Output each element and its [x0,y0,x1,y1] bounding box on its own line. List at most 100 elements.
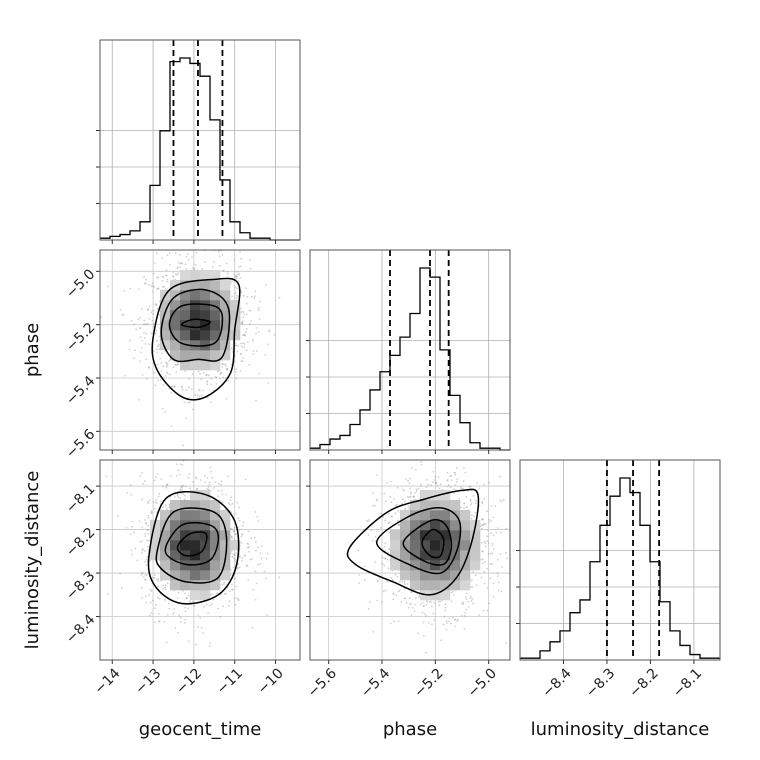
scatter-point [450,474,453,477]
density-cell [190,310,201,321]
scatter-point [470,517,473,520]
scatter-point [152,313,155,315]
scatter-point [471,598,474,600]
scatter-point [404,597,406,600]
scatter-point [212,487,215,489]
scatter-point [150,332,153,335]
scatter-point [241,310,243,313]
scatter-point [107,285,109,288]
density-cell [410,560,421,571]
scatter-point [155,348,158,350]
scatter-point [152,576,154,579]
scatter-point [197,626,200,628]
scatter-point [464,614,466,617]
scatter-point [185,241,187,243]
scatter-point [250,557,253,560]
scatter-point [195,643,198,646]
scatter-point [483,483,485,486]
density-cell [180,500,191,511]
scatter-point [212,598,215,601]
scatter-point [185,256,188,258]
scatter-point [480,541,483,544]
scatter-point [162,587,165,590]
scatter-point [476,482,479,484]
density-cell [210,580,221,591]
scatter-point [157,345,160,348]
density-cell [180,580,191,591]
scatter-point [252,588,255,591]
scatter-point [250,320,253,322]
density-cell [460,580,471,591]
scatter-point [500,590,503,593]
scatter-point [391,579,394,581]
scatter-point [235,552,238,554]
scatter-point [180,485,183,488]
density-cell [450,570,461,581]
scatter-point [227,502,230,505]
scatter-point [412,496,415,498]
scatter-point [221,584,224,586]
density-cell [200,270,211,281]
scatter-point [435,482,437,485]
scatter-point [243,554,246,556]
scatter-point [166,254,169,257]
scatter-point [156,345,159,347]
scatter-point [415,488,418,491]
density-cell [430,490,441,501]
density-cell [170,500,181,511]
scatter-point [229,280,232,283]
scatter-point [480,558,483,561]
scatter-point [469,498,472,501]
scatter-point [426,601,429,604]
scatter-point [175,364,178,366]
scatter-point [375,498,378,501]
scatter-point [384,557,386,560]
density-cell [430,590,441,601]
density-cell [170,530,181,541]
scatter-point [195,251,198,254]
scatter-point [492,516,495,519]
scatter-point [392,498,395,500]
scatter-point [457,454,459,456]
scatter-point [143,576,145,578]
scatter-point [179,621,182,623]
scatter-point [200,378,203,381]
scatter-point [185,417,188,420]
scatter-point [387,522,390,524]
scatter-point [249,267,252,270]
density-cell [170,290,181,301]
scatter-point [156,276,158,279]
scatter-point [458,497,461,500]
scatter-point [259,300,261,303]
scatter-point [234,560,236,563]
scatter-point [433,602,436,604]
scatter-point [442,623,445,626]
x-tick-label-luminosity_distance: −8.4 [539,665,574,700]
scatter-point [241,321,243,324]
scatter-point [145,601,148,604]
scatter-point [451,479,453,481]
scatter-point [497,581,500,584]
density-cell [220,510,231,521]
density-cell [210,520,221,531]
scatter-point [234,354,237,357]
scatter-point [144,343,147,345]
scatter-point [233,577,236,580]
scatter-point [159,357,162,360]
scatter-point [242,521,245,524]
scatter-point [496,575,499,577]
scatter-point [367,534,370,536]
scatter-point [420,485,423,487]
scatter-point [154,621,156,624]
scatter-point [222,501,224,504]
scatter-point [173,384,176,387]
scatter-point [372,630,375,633]
scatter-point [227,380,230,382]
scatter-point [143,276,146,278]
density-cell [460,530,471,541]
scatter-point [180,262,183,264]
density-cell [390,540,401,551]
panel-frame [99,459,301,661]
scatter-point [470,503,472,506]
scatter-point [490,519,493,522]
